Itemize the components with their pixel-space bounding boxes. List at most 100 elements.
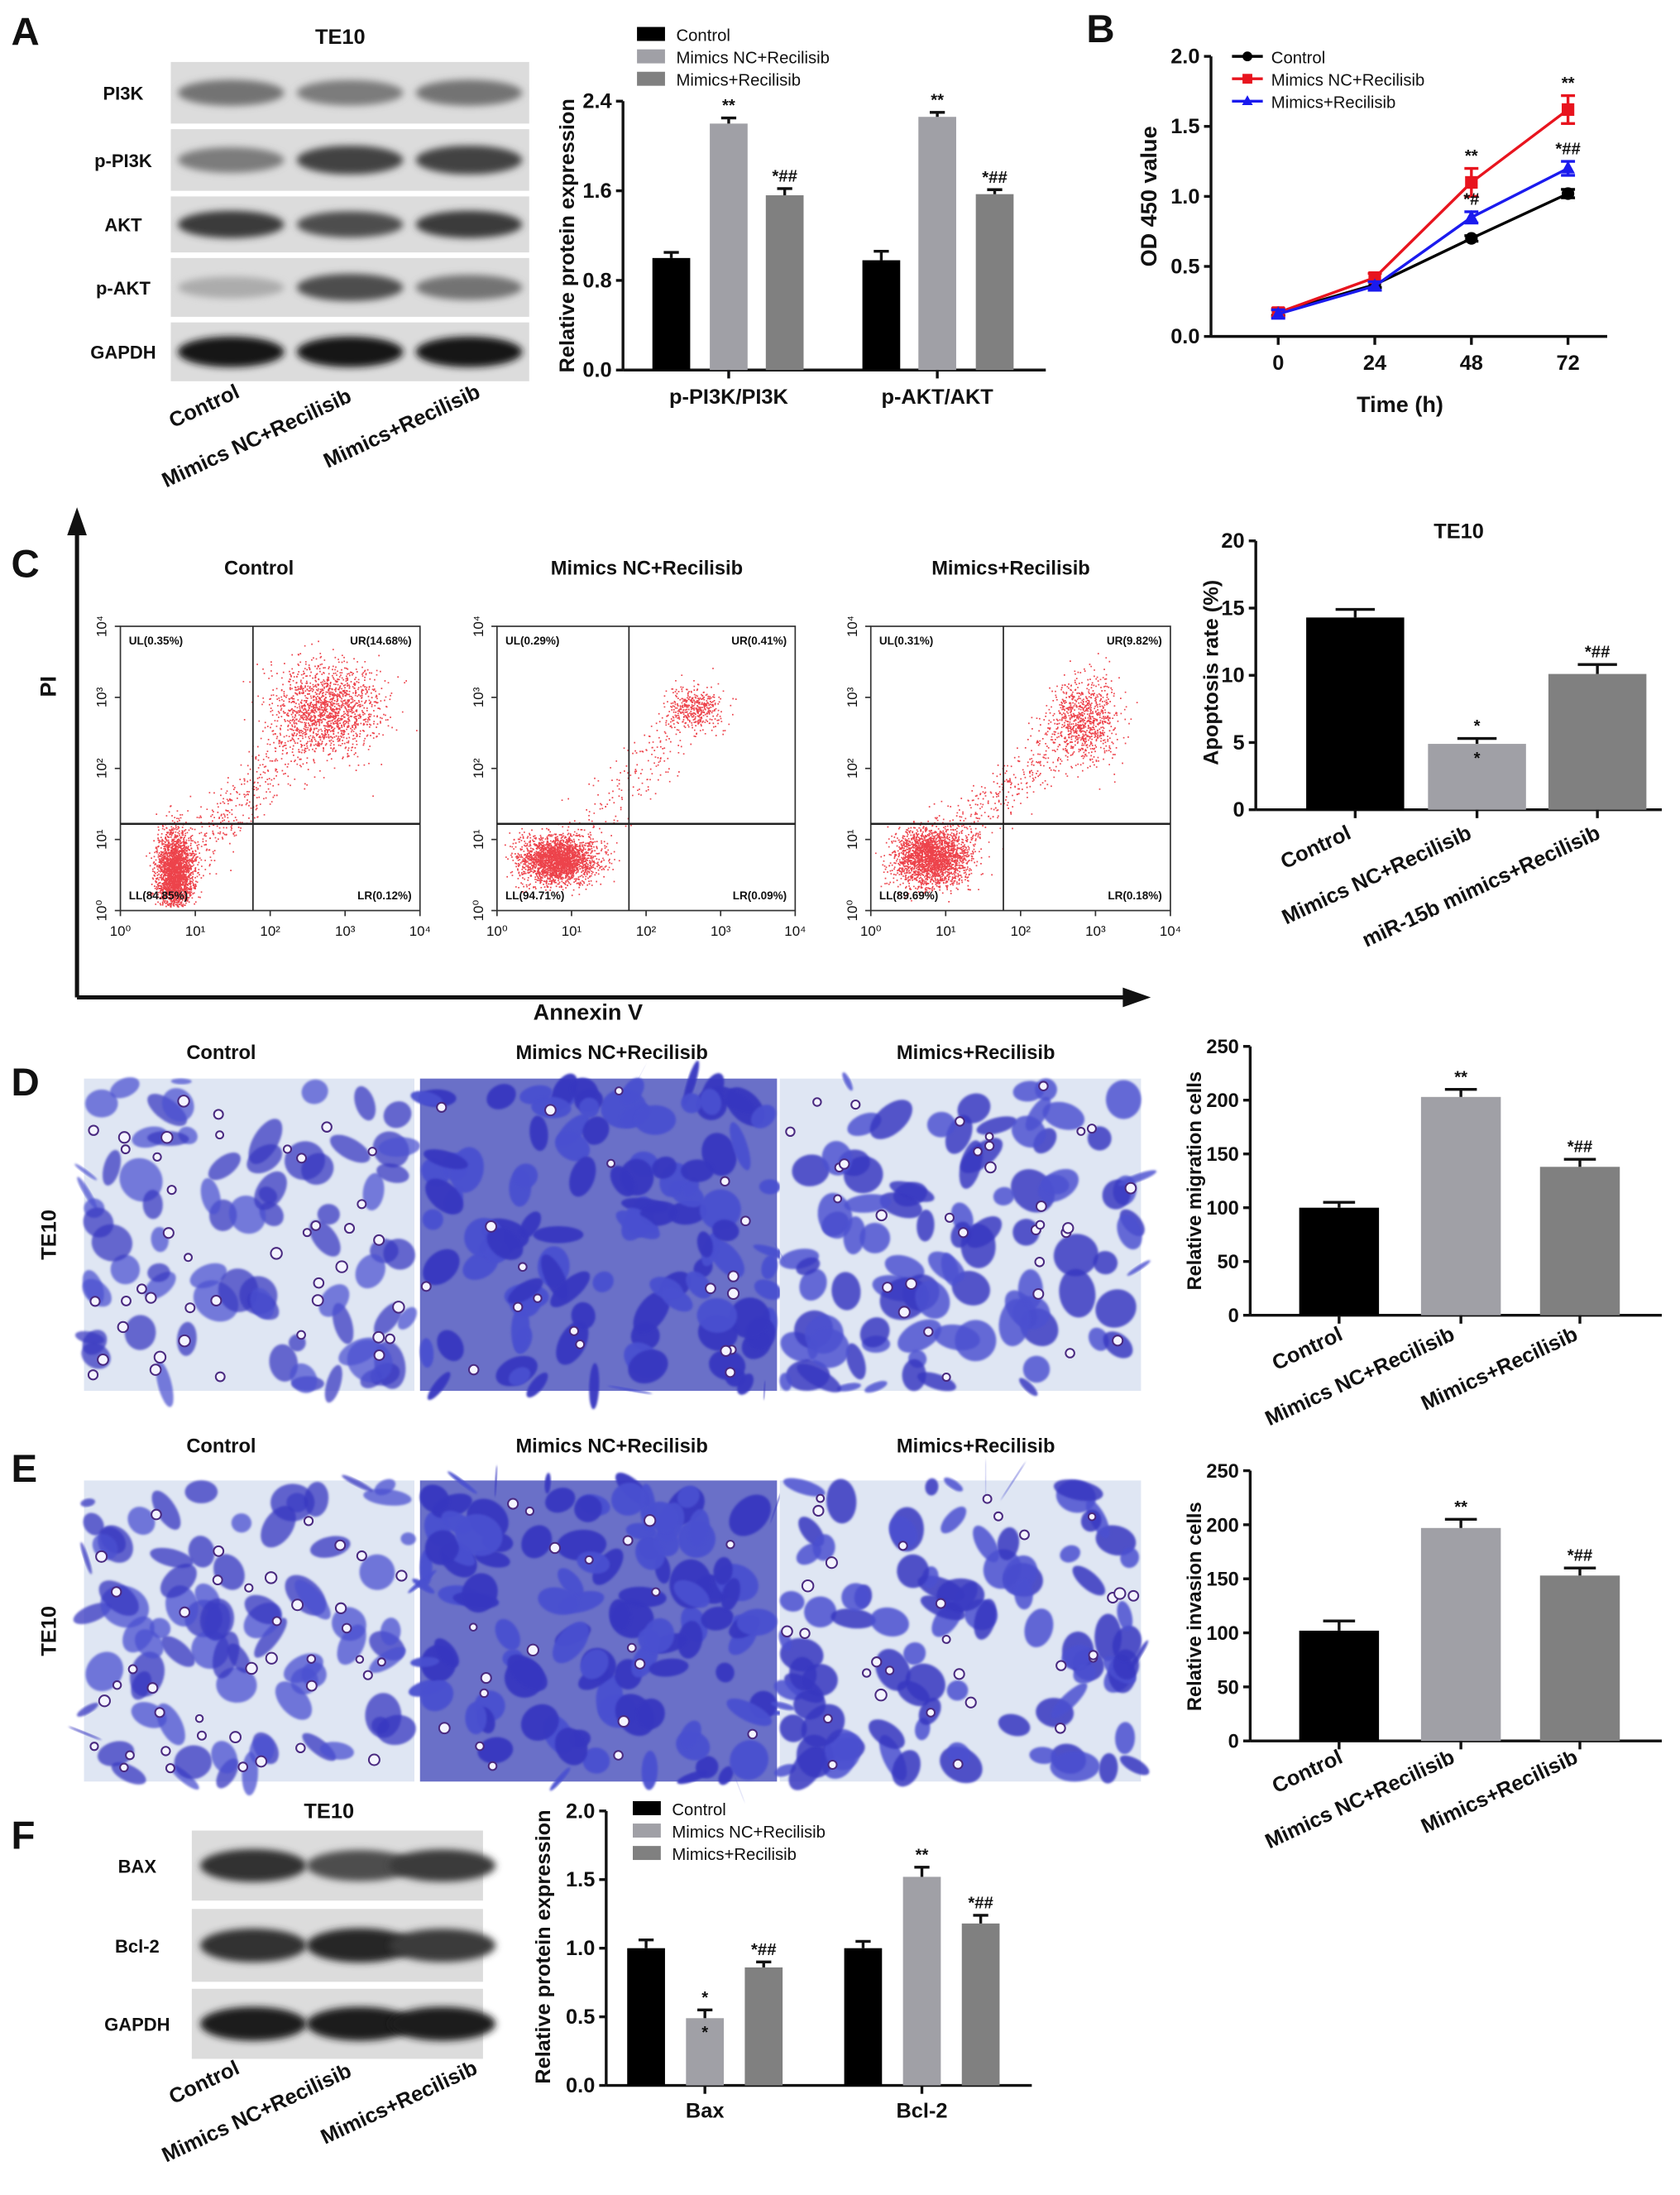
bar (844, 1948, 883, 2086)
membrane-pore (944, 1212, 955, 1223)
membrane-pore (1055, 1722, 1066, 1734)
y-tick-label: 10² (845, 758, 860, 779)
stained-cell (965, 1216, 1003, 1248)
stained-cell (355, 1253, 385, 1289)
y-tick-label: 10 (1221, 664, 1244, 688)
stained-cell (634, 1105, 677, 1135)
membrane-pore (305, 1680, 318, 1692)
panel-label-e: E (12, 1447, 38, 1491)
marker-square (1465, 175, 1478, 189)
protein-band (296, 211, 404, 238)
stained-cell (754, 1279, 783, 1301)
membrane-pore (882, 1282, 893, 1293)
membrane-pore (117, 1320, 129, 1334)
protein-band (177, 336, 285, 367)
membrane-pore (850, 1099, 861, 1110)
stained-cell (804, 1596, 837, 1628)
stained-cell (628, 1349, 668, 1384)
blot-lane-label: Control (165, 380, 243, 432)
stained-cell (294, 1579, 331, 1620)
significance-label: * (1474, 717, 1481, 736)
stained-cell (830, 1608, 876, 1629)
blot-lane-label: Mimics NC+Recilisib (159, 2059, 355, 2168)
membrane-pore (212, 1574, 223, 1586)
x-tick-label: 10¹ (185, 923, 206, 939)
blot-row-label: GAPDH (104, 2015, 170, 2035)
protein-band (177, 79, 285, 106)
bar (765, 195, 804, 371)
stained-cell (639, 1201, 678, 1226)
membrane-pore (812, 1097, 822, 1107)
membrane-pore (923, 1326, 934, 1337)
stained-cell (681, 1093, 702, 1114)
arrow-head-icon (1122, 987, 1151, 1008)
stained-cell (1088, 1327, 1109, 1351)
membrane-pore (146, 1682, 159, 1694)
y-tick-label: 10⁰ (94, 900, 110, 922)
quadrant-label-ul: UL(0.29%) (505, 635, 559, 647)
stained-cell (486, 1227, 524, 1260)
stained-cell (1073, 1664, 1097, 1685)
stained-cell (552, 1622, 590, 1664)
stained-cell (976, 1116, 1017, 1135)
protein-band (415, 210, 523, 238)
membrane-pore (335, 1260, 348, 1273)
membrane-pore (871, 1656, 883, 1668)
stained-cell (892, 1750, 921, 1787)
stained-cell (1115, 1722, 1136, 1755)
stained-cell (651, 1156, 677, 1179)
stained-cell (1019, 1378, 1038, 1397)
membrane-pore (121, 1295, 132, 1306)
micrograph-title: Mimics+Recilisib (897, 1436, 1055, 1458)
membrane-pore (271, 1616, 282, 1627)
membrane-pore (575, 1339, 586, 1349)
x-tick-label: 10⁰ (486, 923, 508, 939)
protein-band (306, 2006, 414, 2041)
protein-band (296, 336, 404, 367)
membrane-pore (984, 1132, 994, 1142)
bar (1299, 1630, 1380, 1742)
stained-cell (826, 1479, 857, 1524)
membrane-pore (165, 1763, 175, 1774)
stained-cell (554, 1131, 591, 1162)
stained-cell (82, 1269, 104, 1305)
membrane-pore (179, 1606, 191, 1618)
stained-cell (495, 1618, 520, 1651)
stained-cell (1060, 1545, 1081, 1563)
membrane-pore (311, 1294, 324, 1307)
stained-cell (902, 1359, 926, 1392)
membrane-pore (485, 1220, 498, 1233)
y-axis-label: OD 450 value (1136, 126, 1161, 266)
x-tick-label: Control (1269, 1323, 1347, 1375)
stained-cell (1025, 1096, 1051, 1131)
stained-cell (841, 1583, 870, 1612)
membrane-pore (952, 1758, 964, 1770)
stained-cell (843, 1216, 866, 1255)
quadrant-label-ll: LL(84.85%) (129, 889, 188, 902)
stained-cell (477, 1737, 514, 1764)
y-tick-label: 10⁰ (471, 900, 486, 922)
x-tick-label: 10² (260, 923, 280, 939)
stained-cell (582, 1116, 610, 1145)
stained-cell (750, 1105, 776, 1129)
stained-cell (376, 1163, 409, 1183)
stained-cell (170, 1078, 192, 1085)
y-tick-label: 0 (1228, 1732, 1239, 1753)
significance-label: ** (916, 1846, 929, 1864)
stained-cell (1118, 1170, 1157, 1186)
membrane-pore (152, 1152, 162, 1162)
stained-cell (802, 1663, 838, 1697)
membrane-pore (87, 1369, 99, 1381)
y-tick-label: 0.8 (582, 269, 611, 292)
y-tick-label: 10³ (471, 687, 486, 707)
stained-cell (507, 1654, 548, 1691)
stained-cell (486, 1084, 516, 1109)
stained-cell (974, 1598, 997, 1640)
protein-band (296, 79, 404, 106)
membrane-pore (395, 1570, 408, 1582)
bar (1539, 1167, 1620, 1316)
x-tick-label: 10¹ (562, 923, 582, 939)
y-tick-label: 1.0 (566, 1937, 595, 1960)
membrane-pore (255, 1755, 268, 1768)
